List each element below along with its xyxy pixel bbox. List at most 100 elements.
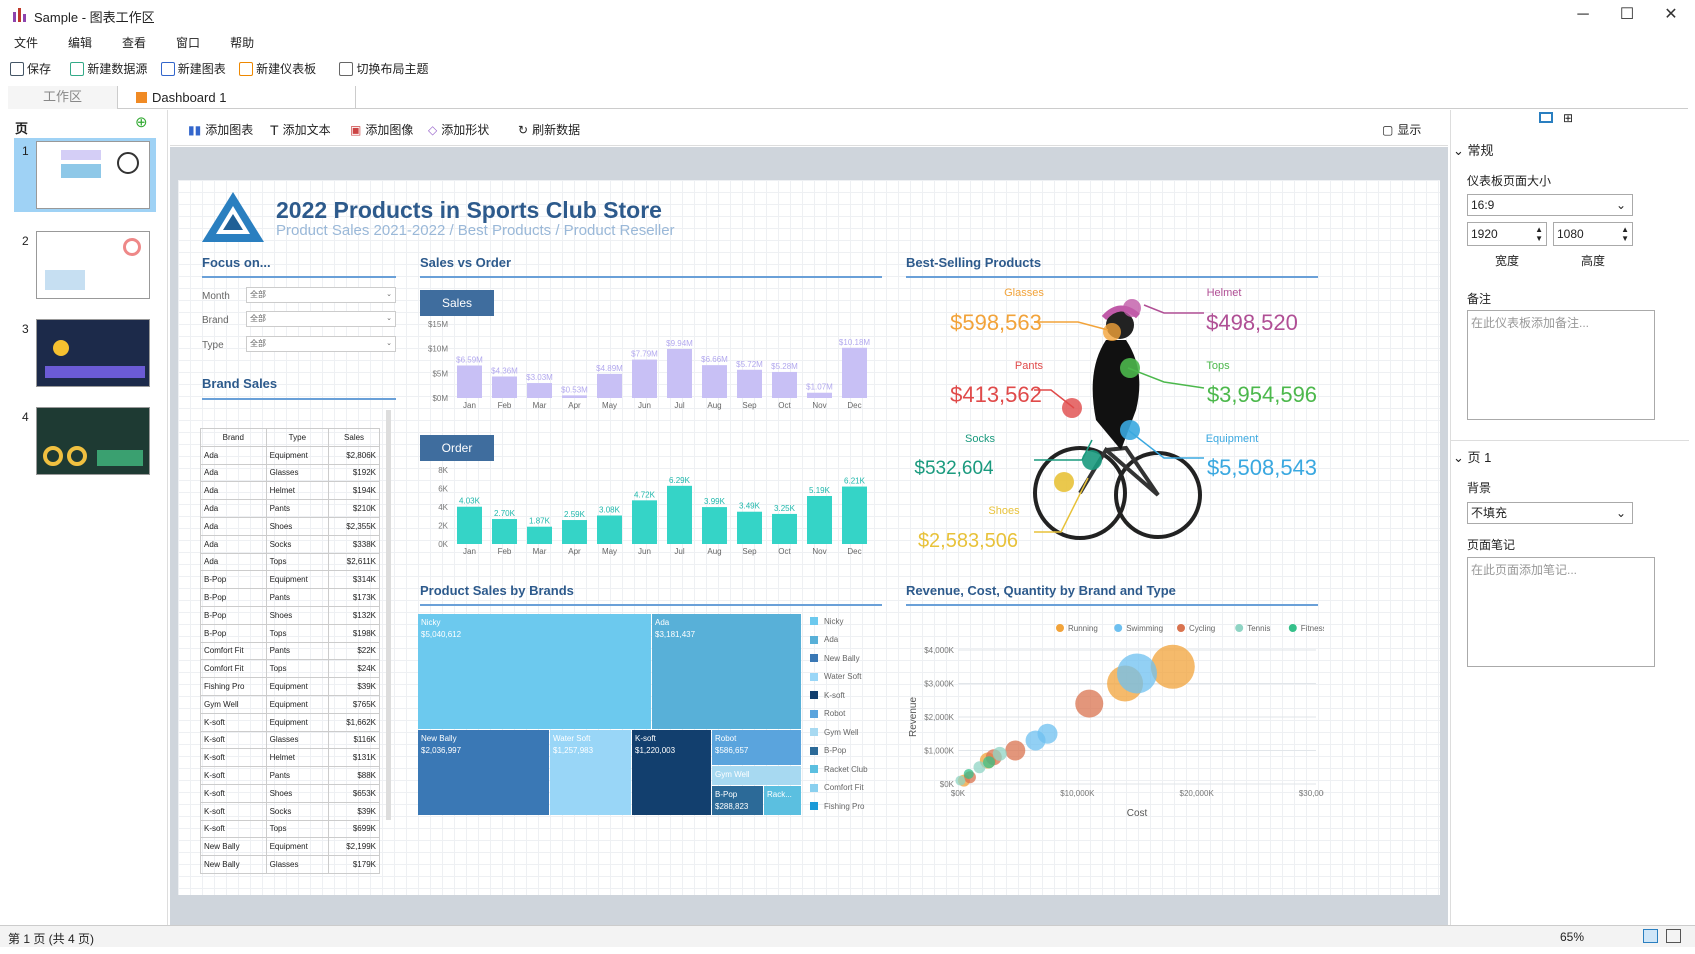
dashboard-page[interactable]: 2022 Products in Sports Club Store Produ… (178, 180, 1440, 895)
tab-dashboard[interactable]: Dashboard 1 (126, 86, 356, 109)
table-row[interactable]: B-Pop Pants $173K (200, 588, 380, 607)
notes-textarea[interactable]: 在此仪表板添加备注... (1467, 310, 1655, 420)
maximize-button[interactable]: ☐ (1619, 6, 1635, 23)
table-row[interactable]: Ada Tops $2,611K (200, 552, 380, 572)
table-row[interactable]: Fishing Pro Equipment $39K (200, 677, 380, 696)
legend-item[interactable]: New Bally (810, 649, 890, 668)
page-thumbnail-2[interactable] (36, 231, 150, 299)
new-datasource-button[interactable]: 新建数据源 (70, 60, 147, 77)
structure-view-icon[interactable]: ⊞ (1563, 111, 1574, 125)
refresh-data-button[interactable]: ↻ 刷新数据 (518, 121, 580, 138)
page-notes-textarea[interactable]: 在此页面添加笔记... (1467, 557, 1655, 667)
show-button[interactable]: ▢ 显示 (1382, 121, 1421, 138)
add-text-button[interactable]: T 添加文本 (270, 121, 331, 138)
table-row[interactable]: Comfort Fit Tops $24K (200, 659, 380, 679)
month-filter[interactable]: 全部 ⌄ (246, 287, 396, 303)
add-shape-button[interactable]: ◇ 添加形状 (428, 121, 489, 138)
treemap-block-ada[interactable]: Ada $3,181,437 (652, 614, 801, 729)
table-row[interactable]: Ada Glasses $192K (200, 463, 380, 483)
minimize-button[interactable]: ─ (1577, 6, 1589, 23)
treemap-block-b-pop[interactable]: B-Pop $288,823 (712, 786, 763, 815)
treemap-block-robot[interactable]: Robot $586,657 (712, 730, 801, 765)
background-select[interactable]: 不填充 ⌄ (1467, 502, 1633, 524)
table-row[interactable]: K-soft Glasses $116K (200, 730, 380, 750)
best-selling-chart[interactable]: Glasses $598,563 Helmet $498,520 Pants $… (906, 280, 1326, 560)
x-tick-label: Sep (742, 401, 757, 410)
treemap-block-rack-[interactable]: Rack... (764, 786, 801, 815)
new-chart-button[interactable]: 新建图表 (160, 60, 226, 77)
stepper-icon[interactable]: ▲ ▼ (1621, 225, 1629, 243)
page-thumbnail-4[interactable] (36, 407, 150, 475)
section-divider (202, 398, 396, 400)
table-row[interactable]: Gym Well Equipment $765K (200, 694, 380, 714)
legend-item[interactable]: Comfort Fit (810, 779, 890, 798)
treemap-block-gym-well[interactable]: Gym Well (712, 766, 801, 785)
properties-view-icon[interactable] (1539, 112, 1553, 123)
table-row[interactable]: Ada Shoes $2,355K (200, 516, 380, 536)
brand-treemap[interactable]: Nicky $5,040,612 Ada $3,181,437 New Bally $2,… (418, 614, 802, 816)
page-thumbnail-3[interactable] (36, 319, 150, 387)
legend-item[interactable]: Nicky (810, 612, 890, 631)
table-row[interactable]: Ada Equipment $2,806K (200, 445, 380, 465)
menu-file[interactable]: 文件 (14, 36, 39, 50)
table-row[interactable]: New Bally Glasses $179K (200, 855, 380, 874)
fullscreen-view-icon[interactable] (1666, 929, 1681, 943)
save-button[interactable]: 保存 (10, 60, 51, 77)
treemap-block-nicky[interactable]: Nicky $5,040,612 (418, 614, 651, 729)
table-row[interactable]: K-soft Shoes $653K (200, 783, 380, 803)
sales-bar-chart[interactable]: $0M $5M $10M $15M $6.59M Jan $4.36M Feb $3.03M Ma… (414, 318, 874, 418)
legend-item[interactable]: Water Soft (810, 668, 890, 687)
brand-sales-table[interactable]: Brand Type Sales Ada Equipment $2,806K Ada Gla… (200, 428, 380, 874)
type-filter[interactable]: 全部 ⌄ (246, 336, 396, 352)
close-button[interactable]: ✕ (1664, 6, 1678, 23)
thumb-donut (123, 238, 141, 256)
table-row[interactable]: K-soft Equipment $1,662K (200, 712, 380, 732)
treemap-block-water-soft[interactable]: Water Soft $1,257,983 (550, 730, 631, 815)
table-row[interactable]: K-soft Socks $39K (200, 801, 380, 821)
treemap-block-new-bally[interactable]: New Bally $2,036,997 (418, 730, 549, 815)
table-row[interactable]: B-Pop Shoes $132K (200, 605, 380, 625)
table-row[interactable]: K-soft Pants $88K (200, 766, 380, 785)
stepper-icon[interactable]: ▲ ▼ (1535, 225, 1543, 243)
table-row[interactable]: Ada Helmet $194K (200, 481, 380, 501)
legend-item[interactable]: Racket Club (810, 760, 890, 779)
height-input[interactable]: 1080 ▲ ▼ (1553, 222, 1633, 246)
table-row[interactable]: B-Pop Equipment $314K (200, 570, 380, 590)
table-scrollbar[interactable] (386, 410, 391, 820)
table-row[interactable]: Comfort Fit Pants $22K (200, 641, 380, 661)
new-dashboard-button[interactable]: 新建仪表板 (239, 60, 316, 77)
legend-item[interactable]: Gym Well (810, 723, 890, 742)
legend-item[interactable]: Robot (810, 705, 890, 724)
menu-view[interactable]: 查看 (122, 36, 147, 50)
table-row[interactable]: Ada Pants $210K (200, 499, 380, 518)
order-bar-chart[interactable]: 0K 2K 4K 6K 8K 4.03K Jan 2.70K Feb 1.87K Mar 2.59K A… (414, 464, 874, 564)
col-sales: Sales (328, 428, 380, 447)
table-row[interactable]: K-soft Tops $699K (200, 819, 380, 839)
bubble-chart[interactable]: $0K $1,000K $2,000K $3,000K $4,000K $0K $10,00… (904, 614, 1324, 824)
legend-item[interactable]: Fishing Pro (810, 797, 890, 816)
menu-edit[interactable]: 编辑 (68, 36, 93, 50)
menu-help[interactable]: 帮助 (230, 36, 255, 50)
table-row[interactable]: Ada Socks $338K (200, 534, 380, 554)
table-row[interactable]: New Bally Equipment $2,199K (200, 837, 380, 857)
zoom-level[interactable]: 65% (1560, 930, 1585, 944)
page-size-select[interactable]: 16:9 ⌄ (1467, 194, 1633, 216)
switch-theme-button[interactable]: 切换布局主题 (339, 60, 428, 77)
page-thumbnail-1[interactable] (36, 141, 150, 209)
tab-workspace[interactable]: 工作区 (8, 86, 118, 109)
treemap-block-k-soft[interactable]: K-soft $1,220,003 (632, 730, 711, 815)
add-image-button[interactable]: ▣ 添加图像 (350, 121, 413, 138)
legend-item[interactable]: B-Pop (810, 742, 890, 761)
add-chart-button[interactable]: ▮▮ 添加图表 (188, 121, 253, 138)
width-input[interactable]: 1920 ▲ ▼ (1467, 222, 1547, 246)
table-row[interactable]: K-soft Helmet $131K (200, 748, 380, 768)
table-row[interactable]: B-Pop Tops $198K (200, 623, 380, 643)
legend-item[interactable]: K-soft (810, 686, 890, 705)
add-page-icon[interactable]: ⊕ (135, 114, 148, 131)
brand-filter[interactable]: 全部 ⌄ (246, 311, 396, 327)
general-section[interactable]: ⌄ 常规 (1453, 140, 1494, 159)
legend-item[interactable]: Ada (810, 631, 890, 650)
page-section[interactable]: ⌄ 页 1 (1453, 447, 1491, 466)
layout-view-icon[interactable] (1643, 929, 1658, 943)
menu-window[interactable]: 窗口 (176, 36, 201, 50)
